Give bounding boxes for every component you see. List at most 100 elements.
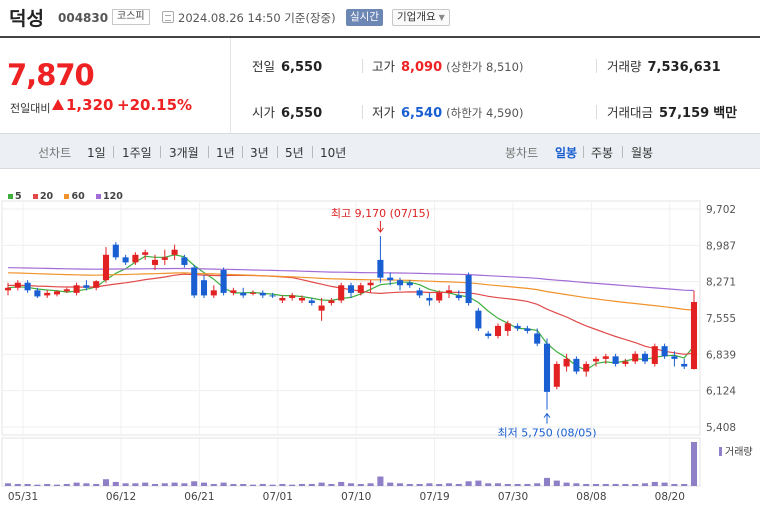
volume-bar [602,483,609,486]
tab-monthly[interactable]: 월봉 [631,146,654,160]
volume-bar [622,483,629,486]
volume-bar [269,484,276,486]
divider [596,59,597,73]
volume-bar [563,482,570,486]
lower-limit: (하한가 4,590) [446,106,524,120]
volume-bar [612,483,619,486]
candle-body [249,292,257,294]
volume-bar [436,483,443,486]
change-label: 전일대비 [10,102,51,115]
volume-bar [112,481,119,486]
chevron-down-icon: ▼ [438,13,445,22]
tab-weekly[interactable]: 주봉 [591,146,614,160]
x-tick-label: 07/01 [263,491,293,503]
candle-body [396,280,404,286]
legend-item: 120 [96,191,123,202]
volume-bar [406,483,413,486]
change-value: 1,320 [66,96,114,114]
candle-body [455,295,462,298]
volume-bar [298,483,306,486]
y-tick-label: 7,555 [706,313,736,325]
volume-bar [583,483,590,486]
volume-bar [102,479,110,486]
up-arrow-icon [52,99,64,110]
candle-body [230,290,237,293]
tab-daily[interactable]: 일봉 [555,146,578,160]
volume-bar [475,480,482,486]
legend-label: 120 [103,191,123,202]
volume-legend-swatch [719,447,722,456]
candle-body [279,297,286,301]
tab-3y[interactable]: 3년 [250,146,269,160]
volume-bar [543,477,551,486]
volume-bar [53,484,61,486]
candle-body [485,333,492,337]
volume-bar [455,483,462,486]
candle-body [210,290,217,296]
tab-1y[interactable]: 1년 [216,146,235,160]
current-price: 7,870 [7,58,95,92]
candle-body [406,282,413,286]
company-overview-button[interactable]: 기업개요 ▼ [392,9,450,26]
volume-bar [494,483,502,486]
candle-body [14,282,21,288]
tab-1w[interactable]: 1주일 [122,146,152,160]
candle-body [543,343,551,392]
candle-body [181,257,188,265]
candle-body [573,358,580,372]
volume-bar [240,483,247,486]
amount-value: 57,159 [659,106,710,121]
volume-bar [524,483,531,486]
ma60-line [7,272,695,311]
volume-bar [230,483,237,486]
tab-1d[interactable]: 1일 [87,146,106,160]
volume-label: 거래량 [725,446,753,458]
volume-bar [161,483,168,486]
amount-unit: 백만 [713,106,738,121]
candle-body [681,363,688,367]
candle-body [563,358,570,367]
legend-item: 5 [8,191,22,202]
x-tick-label: 08/08 [576,491,606,503]
volume-bar [83,483,90,486]
candle-body [240,292,247,296]
x-tick-label: 05/31 [8,491,38,503]
volume-bar [632,483,639,486]
candle-body [357,285,364,293]
volume-bar [534,483,541,486]
candle-body [308,300,315,304]
tab-10y[interactable]: 10년 [320,146,347,160]
volume-bar [465,481,472,486]
change-percent: +20.15% [117,96,193,114]
divider [277,146,278,158]
volume-bar [661,482,668,486]
volume-bar [681,483,688,486]
candle-body [426,297,433,301]
tab-candle-chart[interactable]: 봉차트 [505,146,539,160]
high-value: 8,090 [401,60,443,75]
divider [312,146,313,158]
volume-bar [34,484,41,486]
high-stat: 고가 8,090 (상한가 8,510) [372,56,523,75]
volume-bar [73,482,80,486]
volume-bar [181,483,188,486]
candle-body [338,285,345,301]
volume-bar [387,482,394,486]
volume-bar [191,481,198,486]
tab-line-chart[interactable]: 선차트 [38,146,72,160]
tab-3m[interactable]: 3개월 [169,146,199,160]
realtime-badge[interactable]: 실시간 [346,9,383,26]
company-overview-label: 기업개요 [397,11,436,23]
candle-body [387,277,394,281]
y-tick-label: 8,271 [706,277,736,289]
candle-body [494,325,502,337]
divider [242,146,243,158]
chart-tab-bar: 선차트 1일 1주일 3개월 1년 3년 5년 10년 봉차트 일봉 주봉 월봉 [0,133,760,169]
tab-5y[interactable]: 5년 [285,146,304,160]
volume-bar [14,483,21,486]
candle-body [524,328,531,331]
open-value: 6,550 [281,106,323,121]
volume-bar [553,480,560,486]
x-tick-label: 06/12 [106,491,136,503]
